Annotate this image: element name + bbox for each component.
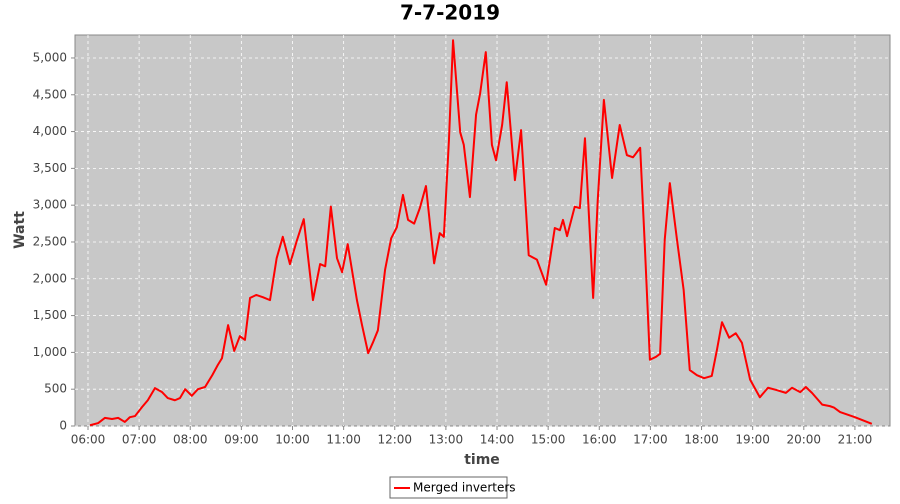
y-tick-label: 5,000 <box>33 50 67 64</box>
x-tick-label: 14:00 <box>480 433 515 447</box>
x-tick-label: 13:00 <box>429 433 464 447</box>
chart-title: 7-7-2019 <box>400 1 500 25</box>
x-tick-label: 20:00 <box>786 433 821 447</box>
x-tick-label: 06:00 <box>71 433 106 447</box>
x-tick-label: 11:00 <box>326 433 361 447</box>
x-tick-label: 19:00 <box>735 433 770 447</box>
x-tick-label: 12:00 <box>377 433 412 447</box>
legend-label: Merged inverters <box>413 481 516 495</box>
x-tick-label: 21:00 <box>838 433 873 447</box>
x-tick-label: 09:00 <box>224 433 259 447</box>
y-tick-label: 1,000 <box>33 345 67 359</box>
x-tick-label: 18:00 <box>684 433 719 447</box>
legend-box <box>389 476 508 499</box>
y-tick-label: 500 <box>44 382 67 396</box>
x-tick-label: 16:00 <box>582 433 617 447</box>
y-tick-label: 3,500 <box>33 161 67 175</box>
y-tick-label: 1,500 <box>33 308 67 322</box>
x-tick-label: 10:00 <box>275 433 310 447</box>
x-tick-label: 15:00 <box>531 433 566 447</box>
x-tick-label: 08:00 <box>173 433 208 447</box>
plot <box>89 39 873 427</box>
x-axis-title: time <box>464 452 500 468</box>
y-axis-title: Watt <box>12 211 28 249</box>
series-line <box>89 39 873 427</box>
y-tick-label: 3,000 <box>33 198 67 212</box>
y-tick-label: 2,000 <box>33 271 67 285</box>
plot-area <box>74 34 891 427</box>
y-tick-label: 0 <box>59 419 67 433</box>
y-tick-label: 4,000 <box>33 124 67 138</box>
x-tick-label: 07:00 <box>122 433 157 447</box>
grid <box>75 35 890 427</box>
y-tick-label: 2,500 <box>33 234 67 248</box>
y-tick-label: 4,500 <box>33 87 67 101</box>
x-tick-label: 17:00 <box>633 433 668 447</box>
